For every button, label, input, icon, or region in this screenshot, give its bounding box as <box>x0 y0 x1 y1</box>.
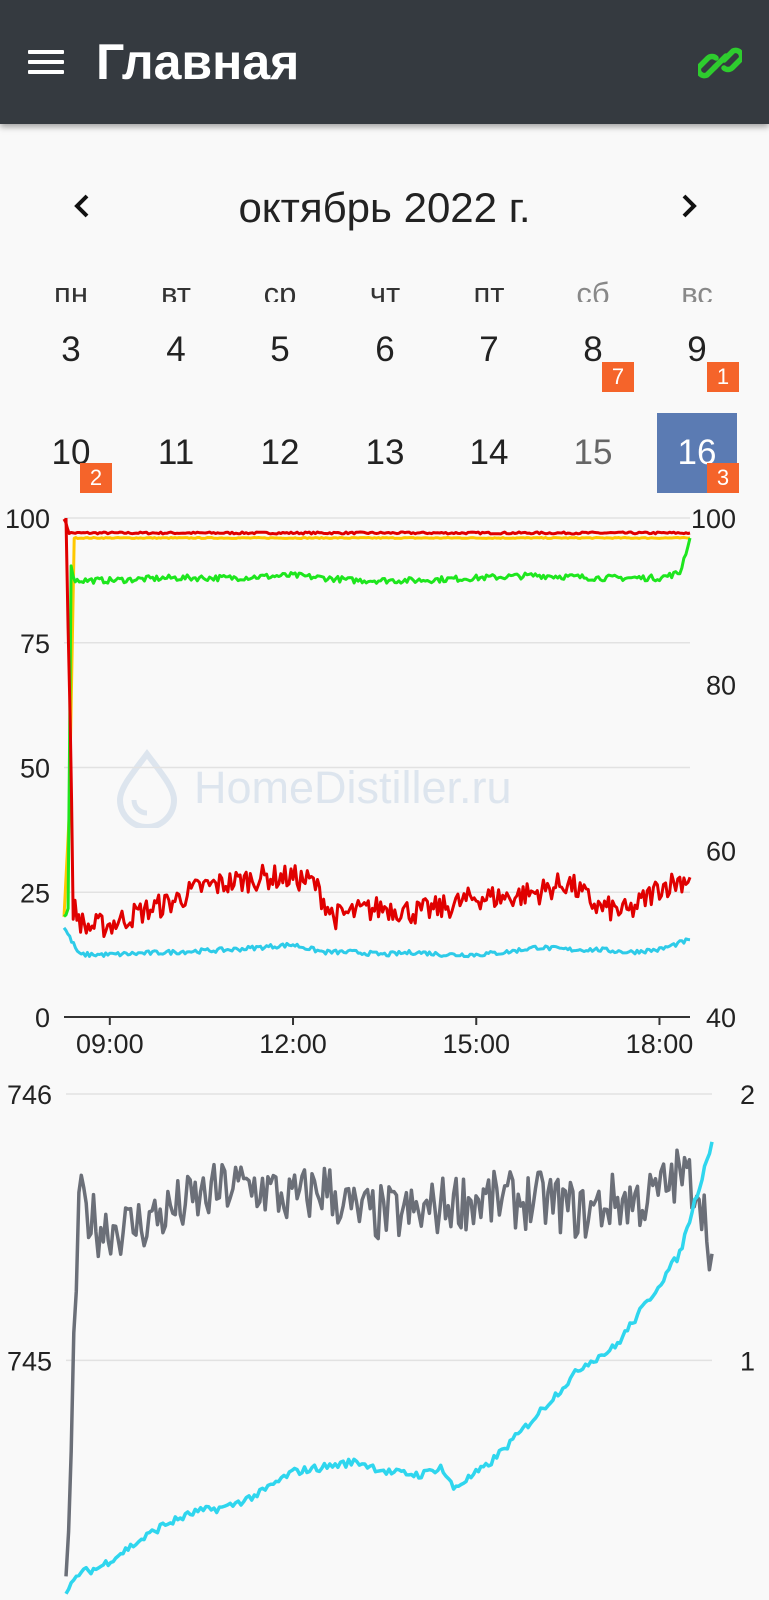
y-right-tick-label: 60 <box>706 837 736 867</box>
y-right-tick-label: 40 <box>706 1003 736 1033</box>
weekday-row: пн вт ср чт пт сб вс <box>0 272 769 302</box>
event-count-badge: 1 <box>707 362 739 392</box>
series-line <box>64 1148 714 1577</box>
event-count-badge: 2 <box>80 463 112 493</box>
y-left-tick-label: 100 <box>5 504 50 534</box>
y-left-tick-label: 745 <box>7 1346 52 1376</box>
link-icon[interactable] <box>695 42 748 84</box>
series-line <box>62 536 691 917</box>
x-tick-label: 12:00 <box>259 1029 327 1059</box>
calendar-day[interactable]: 11 <box>157 433 195 472</box>
x-tick-label: 18:00 <box>626 1029 694 1059</box>
weekday-label: пн <box>54 276 88 302</box>
app-bar: Главная <box>0 0 769 124</box>
series-line <box>63 537 692 918</box>
calendar-day[interactable]: 12 <box>260 433 300 472</box>
month-title: октябрь 2022 г. <box>238 184 531 231</box>
calendar-day[interactable]: 5 <box>270 330 290 369</box>
weekday-label: чт <box>369 276 401 302</box>
y-left-tick-label: 75 <box>20 629 50 659</box>
pressure-chart: 745 746 1 2 <box>7 1080 755 1595</box>
y-left-tick-label: 25 <box>20 878 50 908</box>
calendar-day[interactable]: 4 <box>166 330 186 369</box>
calendar-day[interactable]: 14 <box>469 433 509 472</box>
event-count-badge: 3 <box>707 463 739 493</box>
y-right-tick-label: 2 <box>740 1080 755 1110</box>
page-title: Главная <box>96 34 300 90</box>
weekday-label: пт <box>473 276 505 302</box>
chevron-left-icon[interactable] <box>58 178 108 238</box>
weekday-label: сб <box>576 276 610 302</box>
x-tick-label: 09:00 <box>76 1029 144 1059</box>
calendar-day[interactable]: 7 <box>479 330 499 369</box>
series-line <box>64 517 692 938</box>
calendar-day[interactable]: 8 <box>583 330 603 369</box>
hamburger-menu-icon[interactable] <box>22 40 72 84</box>
weekday-label: вс <box>681 276 713 302</box>
event-count-badge: 7 <box>602 362 634 392</box>
y-left-tick-label: 50 <box>20 754 50 784</box>
x-tick-label: 15:00 <box>442 1029 510 1059</box>
calendar-day[interactable]: 3 <box>61 330 81 369</box>
y-right-tick-label: 1 <box>740 1346 755 1376</box>
y-right-tick-label: 80 <box>706 670 736 700</box>
weekday-label: ср <box>263 276 297 302</box>
series-line <box>62 518 691 536</box>
temperature-chart: 0 25 50 75 100 40 60 80 100 09:00 12:00 15:00 18:00 <box>5 504 736 1059</box>
calendar-day[interactable]: 9 <box>687 330 707 369</box>
series-line <box>64 1141 714 1595</box>
series-line <box>62 926 691 959</box>
calendar-day[interactable]: 15 <box>573 433 613 472</box>
y-left-tick-label: 746 <box>7 1080 52 1110</box>
chevron-right-icon[interactable] <box>663 178 713 238</box>
watermark: HomeDistiller.ru <box>112 748 592 830</box>
y-right-tick-label: 100 <box>691 504 736 534</box>
watermark-text: HomeDistiller.ru <box>194 762 512 813</box>
y-left-tick-label: 0 <box>35 1003 50 1033</box>
calendar-day[interactable]: 6 <box>375 330 395 369</box>
weekday-label: вт <box>161 276 191 302</box>
water-drop-icon <box>116 749 178 830</box>
calendar-day[interactable]: 13 <box>365 433 405 472</box>
calendar-header: октябрь 2022 г. <box>0 178 769 238</box>
